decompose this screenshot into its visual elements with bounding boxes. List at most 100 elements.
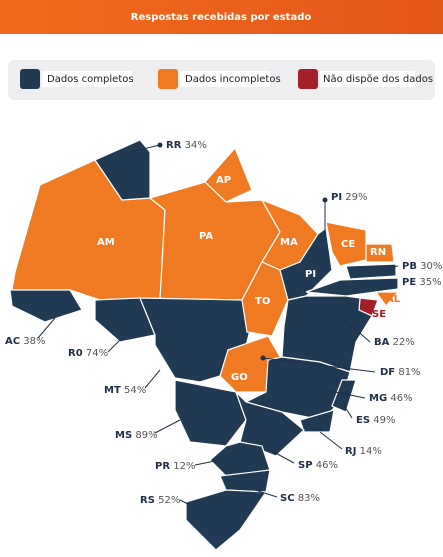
leader-line — [269, 449, 295, 464]
leaders — [37, 142, 399, 506]
leader-line — [254, 489, 278, 498]
label-part: PB — [402, 261, 417, 272]
label-part: SC — [280, 493, 295, 504]
legend-swatch — [298, 69, 318, 89]
state-rs — [185, 489, 268, 551]
legend-label-box — [320, 71, 415, 87]
leader-line — [107, 339, 121, 353]
label-part: 12% — [173, 461, 195, 472]
legend-label: Não dispõe dos dados — [323, 74, 433, 85]
label-part: ES — [356, 415, 370, 426]
label-part: PR — [155, 461, 170, 472]
label-part: RJ — [345, 446, 356, 457]
leader-line — [384, 265, 399, 269]
leader-line — [319, 431, 343, 450]
label-part: SP — [298, 460, 313, 471]
state-label: SC 83% — [280, 493, 320, 504]
legend-swatch — [158, 69, 178, 89]
label-part: 34% — [185, 140, 207, 151]
state-label: MG 46% — [369, 393, 413, 404]
label-part: MG — [369, 393, 387, 404]
label-part: PI — [331, 192, 342, 203]
state-label: BA 22% — [374, 337, 415, 348]
label-part: 74% — [86, 348, 108, 359]
map-label: AP — [216, 175, 231, 186]
map-label: AL — [386, 294, 401, 305]
state-label: R0 74% — [68, 348, 108, 359]
label-part: 30% — [420, 261, 442, 272]
state-label: PB 30% — [402, 261, 442, 272]
state-label: MT 54% — [104, 385, 146, 396]
state-label: AC 38% — [5, 336, 46, 347]
leader-line — [179, 499, 191, 506]
map-label: TO — [255, 296, 270, 307]
state-es — [331, 379, 357, 413]
label-part: 46% — [316, 460, 338, 471]
state-label: PI 29% — [331, 192, 367, 203]
map-label: GO — [231, 372, 248, 383]
leader-dot — [322, 197, 328, 203]
map-label: PA — [199, 231, 213, 242]
legend-label: Dados incompletos — [185, 74, 281, 85]
map-label: MA — [280, 237, 298, 248]
map-label: PI — [305, 269, 316, 280]
state-rr — [94, 139, 151, 201]
state-rj — [299, 409, 335, 433]
label-part: 49% — [373, 415, 395, 426]
legend-label-box — [180, 71, 270, 87]
state-rn — [365, 243, 395, 263]
label-part: AC — [5, 336, 20, 347]
leader-line — [341, 401, 353, 419]
leader-line — [154, 419, 181, 434]
state-label: ES 49% — [356, 415, 395, 426]
label-part: 52% — [158, 495, 180, 506]
label-part: 29% — [345, 192, 367, 203]
label-part: 81% — [398, 367, 420, 378]
map-label: SE — [372, 309, 386, 320]
label-part: 54% — [124, 385, 146, 396]
state-label: RR 34% — [166, 140, 207, 151]
label-part: 83% — [298, 493, 320, 504]
label-part: 89% — [135, 430, 157, 441]
header-bar — [0, 0, 443, 34]
legend-label-box — [42, 71, 132, 87]
label-part: 38% — [23, 336, 45, 347]
leader-line — [144, 369, 161, 389]
label-part: PE — [402, 277, 416, 288]
legend-label: Dados completos — [47, 74, 134, 85]
map-label: CE — [341, 239, 355, 250]
state-ba — [281, 295, 373, 373]
state-ac — [9, 289, 83, 323]
state-label: MS 89% — [115, 430, 158, 441]
state-ro — [94, 297, 156, 343]
leader-dot — [157, 142, 163, 148]
state-pb — [345, 263, 397, 280]
legend-swatch — [20, 69, 40, 89]
state-label: RJ 14% — [345, 446, 382, 457]
leader-line — [324, 389, 366, 399]
label-part: 14% — [360, 446, 382, 457]
state-ce — [325, 221, 367, 267]
map-label: AM — [97, 237, 115, 248]
leader-dot — [260, 355, 266, 361]
state-label: SP 46% — [298, 460, 338, 471]
label-part: RS — [140, 495, 155, 506]
state-label: RS 52% — [140, 495, 180, 506]
leader-line — [37, 317, 56, 339]
title: Respostas recebidas por estado — [131, 12, 312, 23]
label-part: DF — [380, 367, 395, 378]
state-labels: RR 34% PI 29% PB 30% PE 35% AC 38% R0 74… — [5, 140, 442, 506]
label-part: 35% — [419, 277, 441, 288]
state-label: PE 35% — [402, 277, 442, 288]
map-label: RN — [370, 247, 386, 258]
state-label: PR 12% — [155, 461, 195, 472]
state-al — [374, 291, 400, 307]
label-part: 22% — [393, 337, 415, 348]
leader-line — [344, 319, 371, 343]
state-label: DF 81% — [380, 367, 421, 378]
label-part: MT — [104, 385, 121, 396]
leader-line — [194, 459, 221, 466]
label-part: BA — [374, 337, 390, 348]
leader-line — [129, 144, 161, 153]
